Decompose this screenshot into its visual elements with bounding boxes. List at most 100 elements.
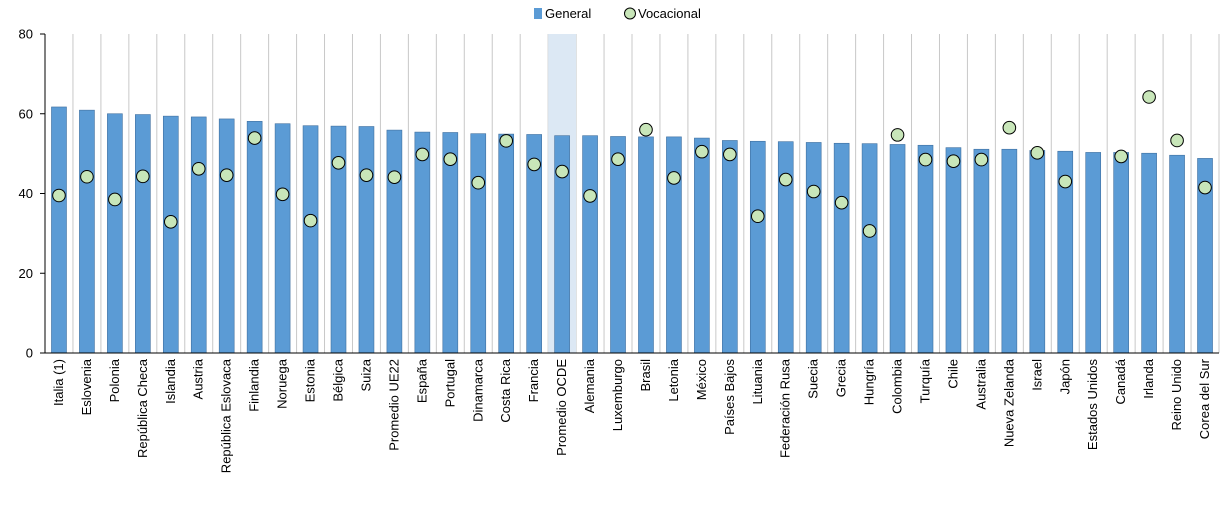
gridlines xyxy=(72,34,1220,353)
x-tick-label: Noruega xyxy=(275,358,290,409)
x-tick-label: Australia xyxy=(973,358,988,409)
x-tick-label: Grecia xyxy=(834,358,849,397)
bar-general xyxy=(386,129,403,354)
x-tick-label: Austria xyxy=(191,358,206,399)
marker-vocacional xyxy=(1198,180,1212,195)
x-tick-label: Portugal xyxy=(442,359,457,408)
x-tick-label: Colombia xyxy=(890,358,905,414)
bar-general xyxy=(358,126,375,354)
bar-general xyxy=(190,116,207,354)
marker-vocacional xyxy=(443,152,458,167)
x-tick-label: Japón xyxy=(1057,359,1072,394)
marker-vocacional xyxy=(834,195,849,210)
x-tick-label: Países Bajos xyxy=(722,359,737,435)
x-tick-label: Dinamarca xyxy=(470,358,485,422)
x-tick-label: Suecia xyxy=(806,358,821,399)
x-tick-label: República Checa xyxy=(135,358,150,458)
bar-general xyxy=(694,137,710,354)
x-tick-label: Hungría xyxy=(862,358,877,405)
marker-vocacional xyxy=(918,152,933,167)
x-tick-label: Italia (1) xyxy=(51,359,66,406)
marker-vocacional xyxy=(331,155,346,170)
marker-vocacional xyxy=(191,161,206,176)
x-tick-label: Islandia xyxy=(163,358,178,404)
marker-vocacional xyxy=(359,168,374,182)
bar-general xyxy=(945,147,962,354)
marker-vocacional xyxy=(1058,174,1073,189)
x-tick-label: Finlandia xyxy=(247,358,262,412)
x-tick-label: Francia xyxy=(526,358,541,402)
y-axis-ticks: 0 20 40 60 80 xyxy=(19,27,45,361)
marker-vocacional xyxy=(415,147,430,162)
marker-vocacional xyxy=(247,131,262,145)
bar-general xyxy=(722,140,738,354)
marker-vocacional xyxy=(499,134,514,148)
x-tick-label: Luxemburgo xyxy=(610,359,625,431)
bar-general xyxy=(833,142,850,354)
x-axis-labels: Italia (1) Eslovenia Polonia República Chec… xyxy=(51,358,1212,473)
x-tick-label: Promedio OCDE xyxy=(554,359,569,456)
marker-vocacional xyxy=(611,152,625,167)
legend-marker-vocacional xyxy=(624,7,636,20)
legend-label-general: General xyxy=(545,6,591,21)
marker-vocacional xyxy=(667,171,681,185)
x-tick-label: Canadá xyxy=(1113,358,1128,404)
x-tick-label: México xyxy=(694,359,709,400)
marker-vocacional xyxy=(862,224,877,238)
x-tick-label: Estados Unidos xyxy=(1085,359,1100,451)
bar-general xyxy=(1029,150,1046,354)
bar-general xyxy=(135,114,151,354)
bar-general xyxy=(414,131,431,354)
marker-vocacional xyxy=(527,157,541,172)
bar-general xyxy=(470,133,487,354)
bar-general xyxy=(666,136,682,354)
bar-general xyxy=(917,144,934,354)
marker-vocacional xyxy=(1030,146,1045,160)
bar-general xyxy=(498,133,515,354)
marker-vocacional xyxy=(219,168,234,182)
bar-general xyxy=(1169,154,1185,354)
marker-vocacional xyxy=(639,122,653,137)
bar-general xyxy=(1141,152,1157,354)
x-tick-label: Costa Rica xyxy=(498,358,513,422)
marker-vocacional xyxy=(890,128,905,142)
bar-general xyxy=(582,135,598,354)
y-tick-label: 60 xyxy=(19,106,33,121)
x-tick-label: Irlanda xyxy=(1141,358,1156,399)
bar-general xyxy=(749,140,766,354)
marker-vocacional xyxy=(1002,120,1017,135)
legend: General Vocacional xyxy=(534,6,701,21)
bar-general xyxy=(861,143,878,354)
marker-vocacional xyxy=(778,172,793,187)
marker-vocacional xyxy=(387,170,402,184)
marker-vocacional xyxy=(723,147,737,162)
bar-general xyxy=(302,125,319,354)
marker-vocacional xyxy=(275,187,290,202)
bar-general xyxy=(1113,152,1129,354)
x-tick-label: Reino Unido xyxy=(1169,359,1184,431)
y-tick-label: 0 xyxy=(26,346,33,361)
x-tick-label: Estonia xyxy=(303,358,318,402)
marker-vocacional xyxy=(1170,133,1184,148)
bar-general xyxy=(51,106,67,354)
bar-general xyxy=(889,144,906,354)
markers-vocacional xyxy=(52,90,1212,238)
x-tick-label: Promedio UE22 xyxy=(386,359,401,451)
marker-vocacional xyxy=(1142,90,1156,104)
legend-label-vocacional: Vocacional xyxy=(638,6,701,21)
marker-vocacional xyxy=(80,169,94,184)
marker-vocacional xyxy=(303,213,318,228)
marker-vocacional xyxy=(583,189,597,203)
y-tick-label: 20 xyxy=(19,266,33,281)
marker-vocacional xyxy=(750,209,765,224)
marker-vocacional xyxy=(946,154,961,169)
marker-vocacional xyxy=(136,169,150,184)
marker-vocacional xyxy=(52,188,66,203)
x-tick-label: Federación Rusa xyxy=(778,358,793,458)
legend-swatch-general xyxy=(534,8,542,19)
bar-general xyxy=(218,118,235,354)
bar-general xyxy=(79,109,95,354)
x-tick-label: Corea del Sur xyxy=(1197,358,1212,439)
x-tick-label: Nueva Zelanda xyxy=(1001,358,1016,447)
